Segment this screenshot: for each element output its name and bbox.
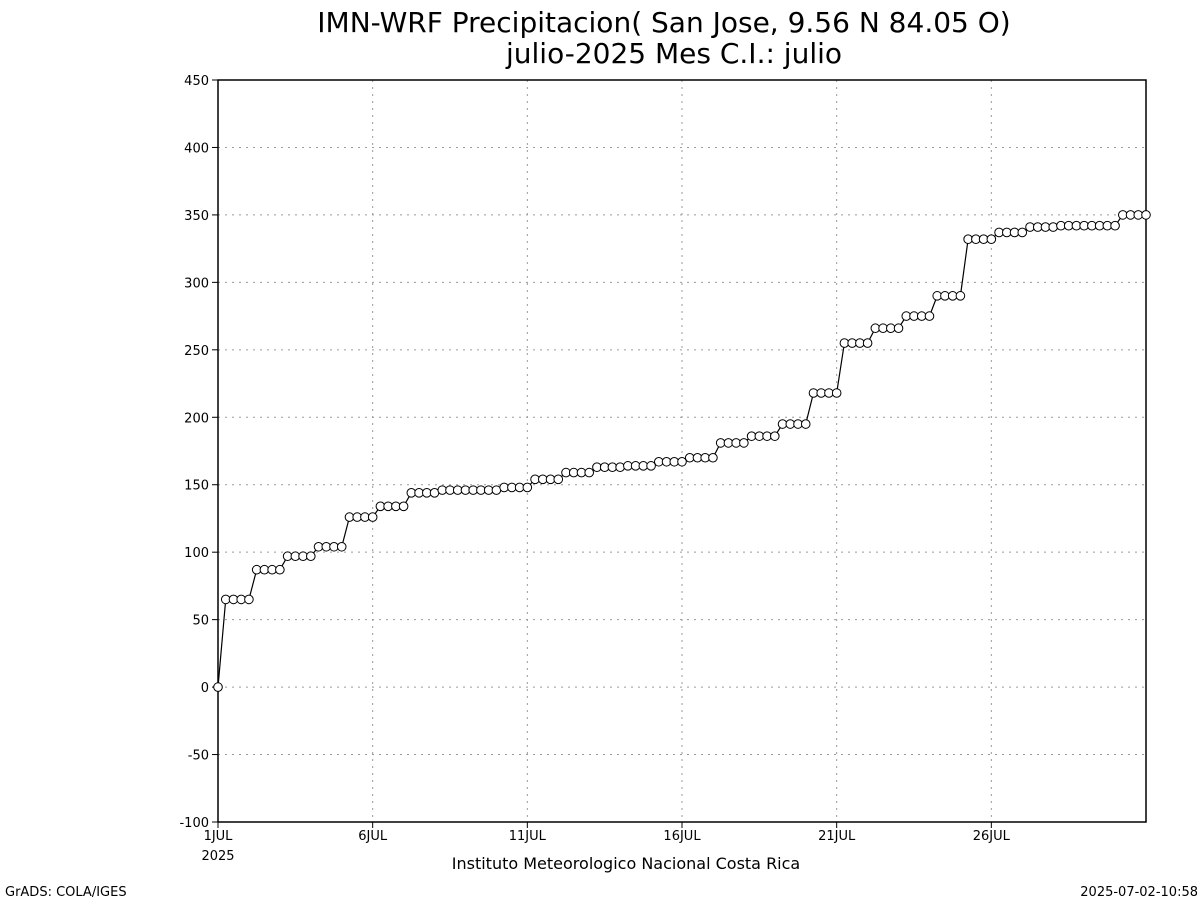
data-point [213, 682, 223, 692]
x-tick-label: 26JUL [973, 829, 1011, 844]
y-tick-label: 300 [184, 276, 209, 291]
data-point [1110, 220, 1120, 231]
x-axis: 1JUL 6JUL 11JUL 16JUL 21JUL 26JUL [204, 822, 1011, 844]
data-point [862, 338, 873, 348]
series-precipitacion [213, 210, 1151, 692]
plot-frame [217, 79, 1147, 823]
y-tick-label: 150 [184, 479, 209, 494]
y-tick-label: 400 [184, 141, 209, 156]
data-point [708, 452, 718, 463]
data-point [955, 291, 966, 301]
data-point [553, 474, 564, 485]
data-point [1048, 222, 1058, 232]
y-tick-label: -50 [188, 749, 209, 764]
data-point [306, 551, 316, 562]
x-tick-label: 1JUL [204, 829, 234, 844]
data-point [367, 512, 378, 522]
timestamp-label: 2025-07-02-10:58 [1080, 885, 1198, 900]
data-point [800, 419, 811, 429]
data-point [924, 311, 935, 321]
y-tick-label: -100 [179, 816, 209, 831]
data-point [1141, 210, 1151, 220]
data-point [893, 323, 904, 334]
y-tick-label: 100 [184, 546, 209, 561]
y-tick-label: 250 [184, 344, 209, 359]
data-point [275, 564, 285, 575]
data-point [522, 482, 533, 493]
data-point [336, 541, 347, 552]
data-point [615, 462, 625, 472]
grid [218, 80, 1146, 822]
data-point [986, 234, 997, 244]
chart-title: IMN-WRF Precipitacion( San Jose, 9.56 N … [317, 6, 1010, 39]
y-tick-label: 0 [201, 681, 209, 696]
data-point [1017, 227, 1028, 238]
y-axis: 450 400 350 300 250 200 150 100 50 0 -50 -100 [179, 74, 218, 831]
data-point [398, 501, 409, 512]
y-tick-label: 350 [184, 209, 209, 224]
data-point [646, 461, 656, 471]
chart-subtitle: julio-2025 Mes C.I.: julio [505, 37, 842, 70]
x-tick-label: 16JUL [663, 829, 701, 844]
grads-credit: GrADS: COLA/IGES [5, 885, 127, 900]
x-tick-label: 11JUL [509, 829, 547, 844]
data-point [244, 594, 254, 605]
data-point [584, 467, 595, 478]
y-tick-label: 200 [184, 411, 209, 426]
y-tick-label: 450 [184, 74, 209, 89]
data-point [831, 388, 842, 398]
data-point [677, 456, 687, 467]
institution-label: Instituto Meteorologico Nacional Costa R… [452, 854, 800, 873]
data-point [770, 431, 780, 441]
x-year-label: 2025 [201, 849, 234, 864]
x-tick-label: 21JUL [818, 829, 856, 844]
x-tick-label: 6JUL [358, 829, 388, 844]
data-point [739, 438, 749, 448]
y-tick-label: 50 [192, 614, 209, 629]
